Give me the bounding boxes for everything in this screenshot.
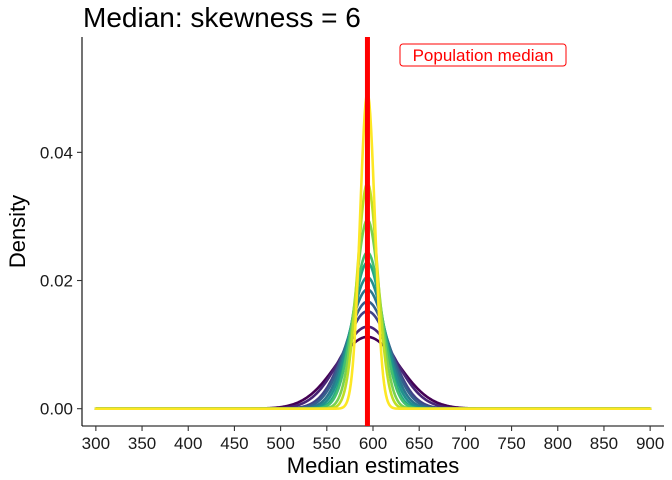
- y-tick-label-1: 0.02: [40, 272, 73, 291]
- x-tick-label-400: 400: [174, 434, 202, 453]
- x-tick-label-300: 300: [82, 434, 110, 453]
- density-curves: [94, 91, 652, 410]
- x-tick-label-500: 500: [266, 434, 294, 453]
- x-tick-label-800: 800: [544, 434, 572, 453]
- y-tick-label-0: 0.00: [40, 400, 73, 419]
- density-curve-1: [94, 335, 652, 410]
- population-median-annotation: Population median: [364, 37, 567, 426]
- x-tick-label-350: 350: [128, 434, 156, 453]
- x-tick-label-850: 850: [590, 434, 618, 453]
- density-curve-4: [94, 300, 652, 410]
- x-axis-title: Median estimates: [287, 453, 459, 478]
- population-median-label: Population median: [413, 46, 554, 65]
- x-tick-label-450: 450: [220, 434, 248, 453]
- axes: 300 350 400 450 500 550 600 650 700 750 800 850 900 0…: [5, 37, 664, 478]
- y-axis-title: Density: [5, 195, 30, 268]
- x-tick-label-550: 550: [313, 434, 341, 453]
- density-curve-3: [94, 309, 652, 410]
- x-tick-label-650: 650: [405, 434, 433, 453]
- chart-title: Median: skewness = 6: [83, 2, 361, 33]
- density-curve-11: [94, 91, 652, 410]
- x-tick-label-600: 600: [359, 434, 387, 453]
- x-tick-label-750: 750: [497, 434, 525, 453]
- x-tick-label-900: 900: [636, 434, 664, 453]
- x-tick-label-700: 700: [451, 434, 479, 453]
- population-median-label-box: [399, 43, 567, 67]
- y-tick-label-2: 0.04: [40, 143, 73, 162]
